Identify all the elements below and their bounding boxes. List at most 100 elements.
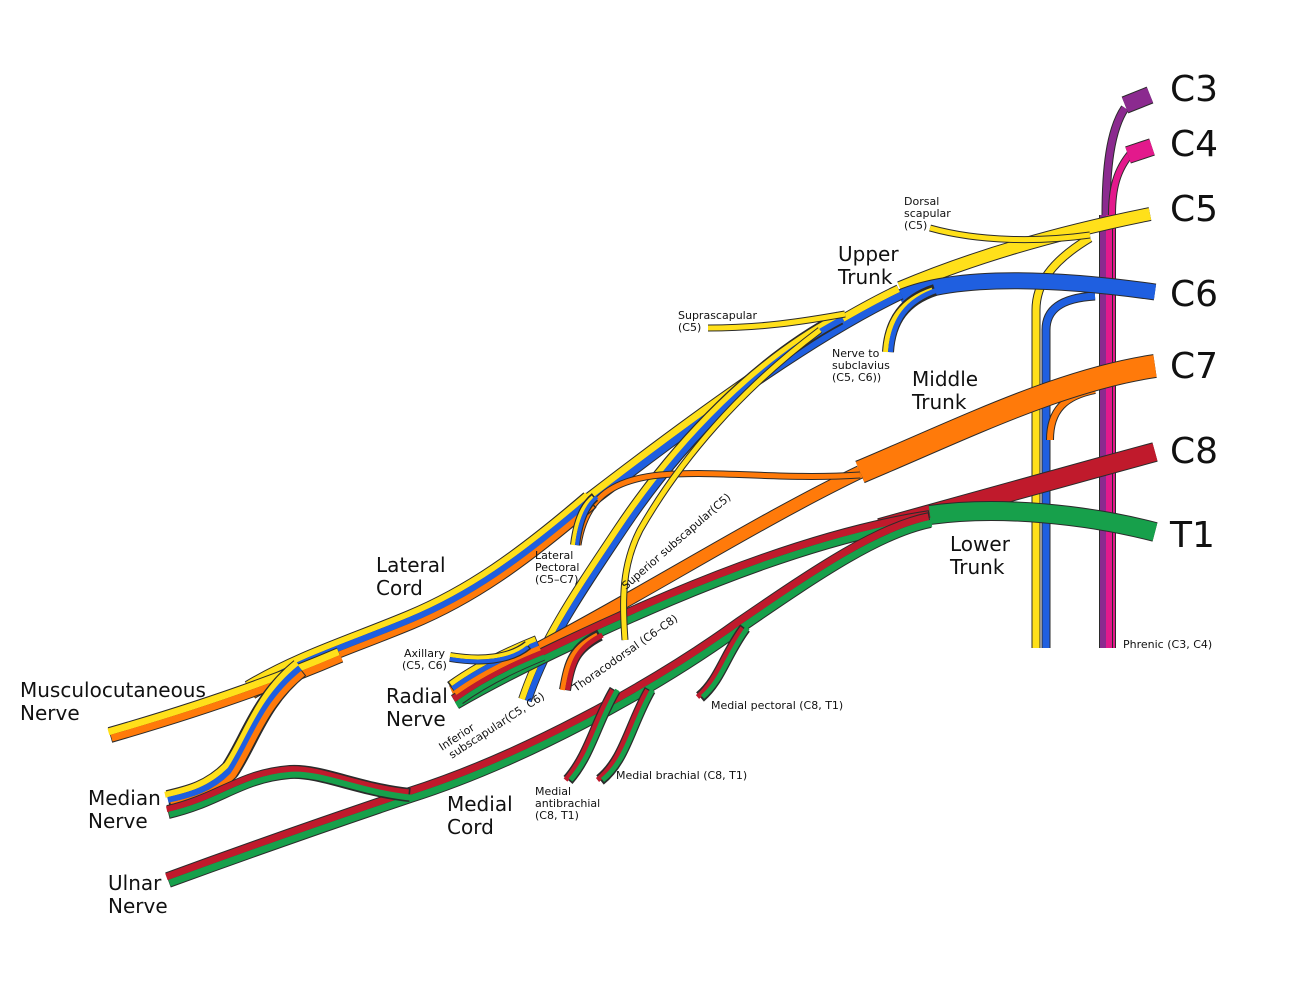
label-line: scapular — [904, 207, 951, 220]
label-line: Upper — [838, 242, 899, 266]
nerve-strand — [110, 654, 343, 742]
root-label: C4 — [1170, 124, 1218, 165]
label-line: Medial — [447, 792, 513, 816]
nerve-strand — [458, 654, 546, 705]
root-label: C8 — [1170, 431, 1218, 472]
nerve-strand — [563, 688, 615, 782]
nerve-drawing — [107, 86, 1158, 888]
nerve-strand — [600, 688, 655, 782]
label-line: Medial pectoral (C8, T1) — [711, 699, 843, 712]
nerve-strand — [568, 688, 620, 782]
label-line: Medial brachial (C8, T1) — [616, 769, 747, 782]
nerve-strand — [449, 641, 530, 660]
nerve-strand — [1102, 106, 1128, 648]
terminal-nerve-labels: Musculocutaneous Nerve Median Nerve Radial… — [20, 678, 448, 918]
label-line: Axillary — [404, 647, 445, 660]
nerve-strand — [621, 328, 822, 641]
label-line: Musculocutaneous — [20, 678, 206, 702]
terminal-nerve-label: Median Nerve — [88, 786, 161, 833]
label-line: antibrachial — [535, 797, 600, 810]
cord-label: Lateral Cord — [376, 553, 446, 600]
branch-label: Medial pectoral (C8, T1) — [711, 699, 843, 712]
branch-label: Medial antibrachial (C8, T1) — [535, 785, 600, 822]
label-line: (C8, T1) — [535, 809, 579, 822]
branch-label: Dorsal scapular (C5) — [904, 195, 951, 232]
nerve-strand — [695, 626, 745, 699]
label-line: Dorsal — [904, 195, 939, 208]
branch-label: Lateral Pectoral (C5–C7) — [535, 549, 579, 586]
branch-label: Suprascapular (C5) — [678, 309, 757, 334]
nerve-strand — [1125, 139, 1155, 163]
branch-label: Nerve to subclavius (C5, C6)) — [832, 347, 890, 384]
label-line: Nerve — [386, 707, 446, 731]
branch-label: Phrenic (C3, C4) — [1123, 638, 1212, 651]
label-line: Radial — [386, 684, 448, 708]
label-line: Medial — [535, 785, 571, 798]
label-line: Lateral — [376, 553, 446, 577]
nerve-strand — [1122, 87, 1153, 113]
label-line: Suprascapular — [678, 309, 757, 322]
nerve-strand — [1042, 292, 1096, 648]
terminal-nerve-label: Radial Nerve — [386, 684, 448, 731]
nerve-strand — [928, 502, 1158, 541]
root-label: C3 — [1170, 69, 1218, 110]
label-line: Nerve to — [832, 347, 880, 360]
terminal-nerve-label: Ulnar Nerve — [108, 871, 168, 918]
label-line: Cord — [376, 576, 423, 600]
label-line: Lateral — [535, 549, 573, 562]
nerve-strand — [165, 513, 930, 881]
label-line: Trunk — [911, 390, 967, 414]
nerve-strand — [700, 626, 750, 699]
terminal-nerve-label: Musculocutaneous Nerve — [20, 678, 206, 725]
trunk-label: Middle Trunk — [911, 367, 978, 414]
label-line: Middle — [912, 367, 978, 391]
nerve-strand — [168, 771, 412, 818]
root-label: C5 — [1170, 189, 1218, 230]
nerve-strand — [888, 287, 939, 353]
label-line: Ulnar — [108, 871, 162, 895]
label-line: Nerve — [20, 701, 80, 725]
nerve-strand — [560, 632, 599, 691]
nerve-strand — [449, 645, 530, 664]
branch-label: Medial brachial (C8, T1) — [616, 769, 747, 782]
trunk-label: Upper Trunk — [837, 242, 899, 289]
label-line: Lower — [950, 532, 1011, 556]
label-line: Median — [88, 786, 161, 810]
nerve-strand — [107, 648, 340, 736]
nerve-strand — [565, 632, 604, 691]
root-label: T1 — [1169, 515, 1215, 556]
nerve-strand — [929, 225, 1091, 243]
root-label: C6 — [1170, 274, 1218, 315]
root-labels: C3 C4 C5 C6 C7 C8 T1 — [1169, 69, 1218, 556]
nerve-strand — [245, 492, 590, 688]
nerve-strand — [453, 645, 541, 696]
nerve-strand — [707, 311, 846, 331]
cord-labels: Lateral Cord Medial Cord — [376, 553, 513, 839]
nerve-strand — [595, 688, 650, 782]
nerve-strand — [571, 495, 595, 546]
label-line: Trunk — [837, 265, 893, 289]
nerve-strand — [575, 495, 599, 546]
nerve-strand — [164, 660, 299, 798]
label-line: (C5) — [904, 219, 927, 232]
label-line: (C5, C6)) — [832, 371, 881, 384]
label-line: (C5–C7) — [535, 573, 578, 586]
label-line: Cord — [447, 815, 494, 839]
cord-label: Medial Cord — [447, 792, 513, 839]
nerve-strand — [455, 650, 544, 700]
nerve-strand — [855, 355, 1157, 483]
label-line: Phrenic (C3, C4) — [1123, 638, 1212, 651]
nerve-strand — [167, 665, 302, 803]
label-line: subclavius — [832, 359, 890, 372]
trunk-labels: Upper Trunk Middle Trunk Lower Trunk — [837, 242, 1011, 579]
label-line: Nerve — [88, 809, 148, 833]
label-line: Pectoral — [535, 561, 579, 574]
label-line: Trunk — [949, 555, 1005, 579]
label-line: (C5) — [678, 321, 701, 334]
branch-label: Axillary (C5, C6) — [402, 647, 447, 672]
root-label: C7 — [1170, 346, 1218, 387]
label-line: (C5, C6) — [402, 659, 447, 672]
trunk-label: Lower Trunk — [949, 532, 1011, 579]
nerve-strand — [168, 519, 933, 887]
